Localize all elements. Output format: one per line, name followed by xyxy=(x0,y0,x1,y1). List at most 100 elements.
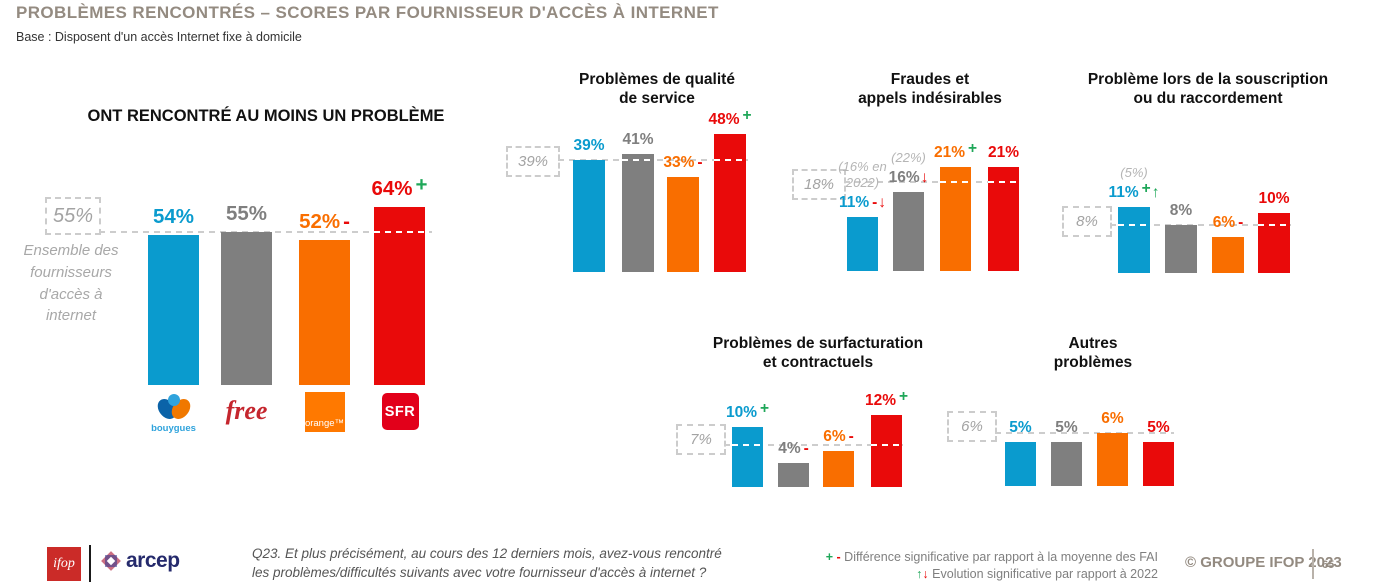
fraudes-bar-orange xyxy=(940,167,971,271)
fraudes-value-label-orange: 21% + xyxy=(934,140,977,163)
qualite-value-label-free: 41% xyxy=(622,131,653,150)
main-average-line-over-sfr xyxy=(374,231,425,233)
surfacturation-value-free: 4% xyxy=(778,440,801,457)
qualite-bar-sfr xyxy=(714,134,746,272)
surfacturation-value-label-bouygues: 10% + xyxy=(726,400,769,423)
fraudes-average-line-over-orange xyxy=(940,181,971,183)
qualite-value-label-sfr: 48% + xyxy=(708,107,751,130)
qualite-average-box: 39% xyxy=(506,146,560,177)
fraudes-value-label-bouygues: 11% -↓ xyxy=(839,194,886,213)
souscription-annotation-bouygues: (5%) xyxy=(1120,165,1148,181)
bouygues-logo-text: bouygues xyxy=(151,423,196,434)
qualite-value-orange: 33% xyxy=(663,154,695,171)
surfacturation-value-label-orange: 6% - xyxy=(823,428,854,447)
main-average-caption: Ensemble des fournisseurs d'accès à inte… xyxy=(23,242,119,325)
sfr-logo-text: SFR xyxy=(384,403,416,420)
autres-chart-title: Autres problèmes xyxy=(1053,335,1133,372)
surfacturation-bar-free xyxy=(778,463,809,487)
question-text: Q23. Et plus précisément, au cours des 1… xyxy=(252,546,722,580)
fraudes-bar-bouygues xyxy=(847,217,878,271)
legend-diff-line: + - Différence significative par rapport… xyxy=(790,549,1158,566)
ifop-logo: ifop xyxy=(47,547,81,581)
surfacturation-average-line-over-bouygues xyxy=(732,444,763,446)
autres-value-free: 5% xyxy=(1055,419,1078,436)
souscription-value-label-bouygues: 11% +↑ xyxy=(1108,180,1160,203)
surfacturation-value-label-free: 4% - xyxy=(778,440,809,459)
plus-sign-icon: + xyxy=(825,550,834,564)
souscription-average-box: 8% xyxy=(1062,206,1112,237)
souscription-value-label-orange: 6% - xyxy=(1213,214,1244,233)
autres-bar-orange xyxy=(1097,433,1128,486)
minus-sign-icon: - xyxy=(697,154,703,171)
main-bar-sfr xyxy=(374,207,425,385)
souscription-bar-sfr xyxy=(1258,213,1290,273)
fraudes-value-bouygues: 11% xyxy=(838,194,870,211)
autres-value-label-bouygues: 5% xyxy=(1009,419,1031,438)
minus-sign-icon: - xyxy=(848,428,854,445)
surfacturation-value-orange: 6% xyxy=(823,428,846,445)
fraudes-average-value: 18% xyxy=(803,176,835,193)
souscription-average-value: 8% xyxy=(1076,213,1098,230)
qualite-bar-bouygues xyxy=(573,160,605,272)
souscription-chart-title: Problème lors de la souscription ou du r… xyxy=(1087,71,1329,108)
main-value-bouygues: 54% xyxy=(152,205,195,228)
page-subtitle: Base : Disposent d'un accès Internet fix… xyxy=(16,30,302,44)
qualite-average-line-over-sfr xyxy=(714,159,746,161)
sfr-logo: SFR xyxy=(381,393,419,430)
surfacturation-bar-bouygues xyxy=(732,427,763,487)
souscription-value-label-sfr: 10% xyxy=(1258,190,1289,209)
fraudes-value-free: 16% xyxy=(888,169,920,186)
qualite-value-free: 41% xyxy=(622,131,654,148)
fraudes-annotation-bouygues: (16% en 2022) xyxy=(838,158,887,191)
souscription-bar-bouygues xyxy=(1118,207,1150,273)
minus-sign-icon: - xyxy=(803,440,809,457)
footer-divider xyxy=(89,545,91,582)
qualite-value-bouygues: 39% xyxy=(573,137,605,154)
fraudes-average-box: 18% xyxy=(792,169,846,200)
fraudes-average-line-over-sfr xyxy=(988,181,1019,183)
autres-bar-bouygues xyxy=(1005,442,1036,486)
fraudes-average-line xyxy=(844,181,1020,183)
legend-evo-text: Evolution significative par rapport à 20… xyxy=(932,566,1158,581)
souscription-value-orange: 6% xyxy=(1212,214,1236,231)
surfacturation-value-label-sfr: 12% + xyxy=(864,388,908,411)
plus-sign-icon: + xyxy=(415,173,428,196)
significance-legend: + - Différence significative par rapport… xyxy=(790,549,1158,582)
autres-value-bouygues: 5% xyxy=(1009,419,1032,436)
fraudes-bar-free xyxy=(893,192,924,271)
autres-value-label-orange: 6% xyxy=(1101,410,1123,429)
surfacturation-bar-orange xyxy=(823,451,854,487)
souscription-average-line-over-sfr xyxy=(1258,224,1290,226)
arcep-logo-text: arcep xyxy=(126,549,180,572)
main-bar-orange xyxy=(299,240,350,385)
souscription-average-line-over-bouygues xyxy=(1118,224,1150,226)
surfacturation-average-value: 7% xyxy=(690,431,712,448)
autres-value-label-free: 5% xyxy=(1055,419,1077,438)
plus-sign-icon: + xyxy=(967,140,978,157)
surfacturation-average-box: 7% xyxy=(676,424,726,455)
surfacturation-average-line-over-sfr xyxy=(871,444,902,446)
autres-value-label-sfr: 5% xyxy=(1147,419,1169,438)
fraudes-value-label-sfr: 21% xyxy=(988,144,1019,163)
souscription-value-bouygues: 11% xyxy=(1108,184,1139,201)
evolution-down-icon: ↓ xyxy=(878,194,887,211)
legend-diff-text: Différence significative par rapport à l… xyxy=(844,550,1158,564)
main-bar-free xyxy=(221,232,272,385)
minus-sign-icon: - xyxy=(872,194,878,211)
main-value-label-free: 55% xyxy=(226,202,267,227)
plus-sign-icon: + xyxy=(742,107,752,124)
orange-logo: orange™ xyxy=(304,392,345,432)
plus-sign-icon: + xyxy=(1141,180,1151,197)
qualite-value-label-orange: 33% - xyxy=(663,154,702,173)
fraudes-value-label-free: 16%↓ xyxy=(889,169,929,188)
qualite-average-line-over-free xyxy=(622,159,654,161)
arcep-logo: arcep xyxy=(99,549,180,573)
evolution-down-icon: ↓ xyxy=(920,169,929,186)
surfacturation-value-sfr: 12% xyxy=(864,392,896,409)
surfacturation-average-line xyxy=(724,444,903,446)
souscription-average-line xyxy=(1110,224,1291,226)
fraudes-chart-title: Fraudes et appels indésirables xyxy=(858,71,1002,108)
qualite-average-value: 39% xyxy=(517,153,549,170)
autres-value-orange: 6% xyxy=(1101,410,1124,427)
autres-bar-sfr xyxy=(1143,442,1174,486)
